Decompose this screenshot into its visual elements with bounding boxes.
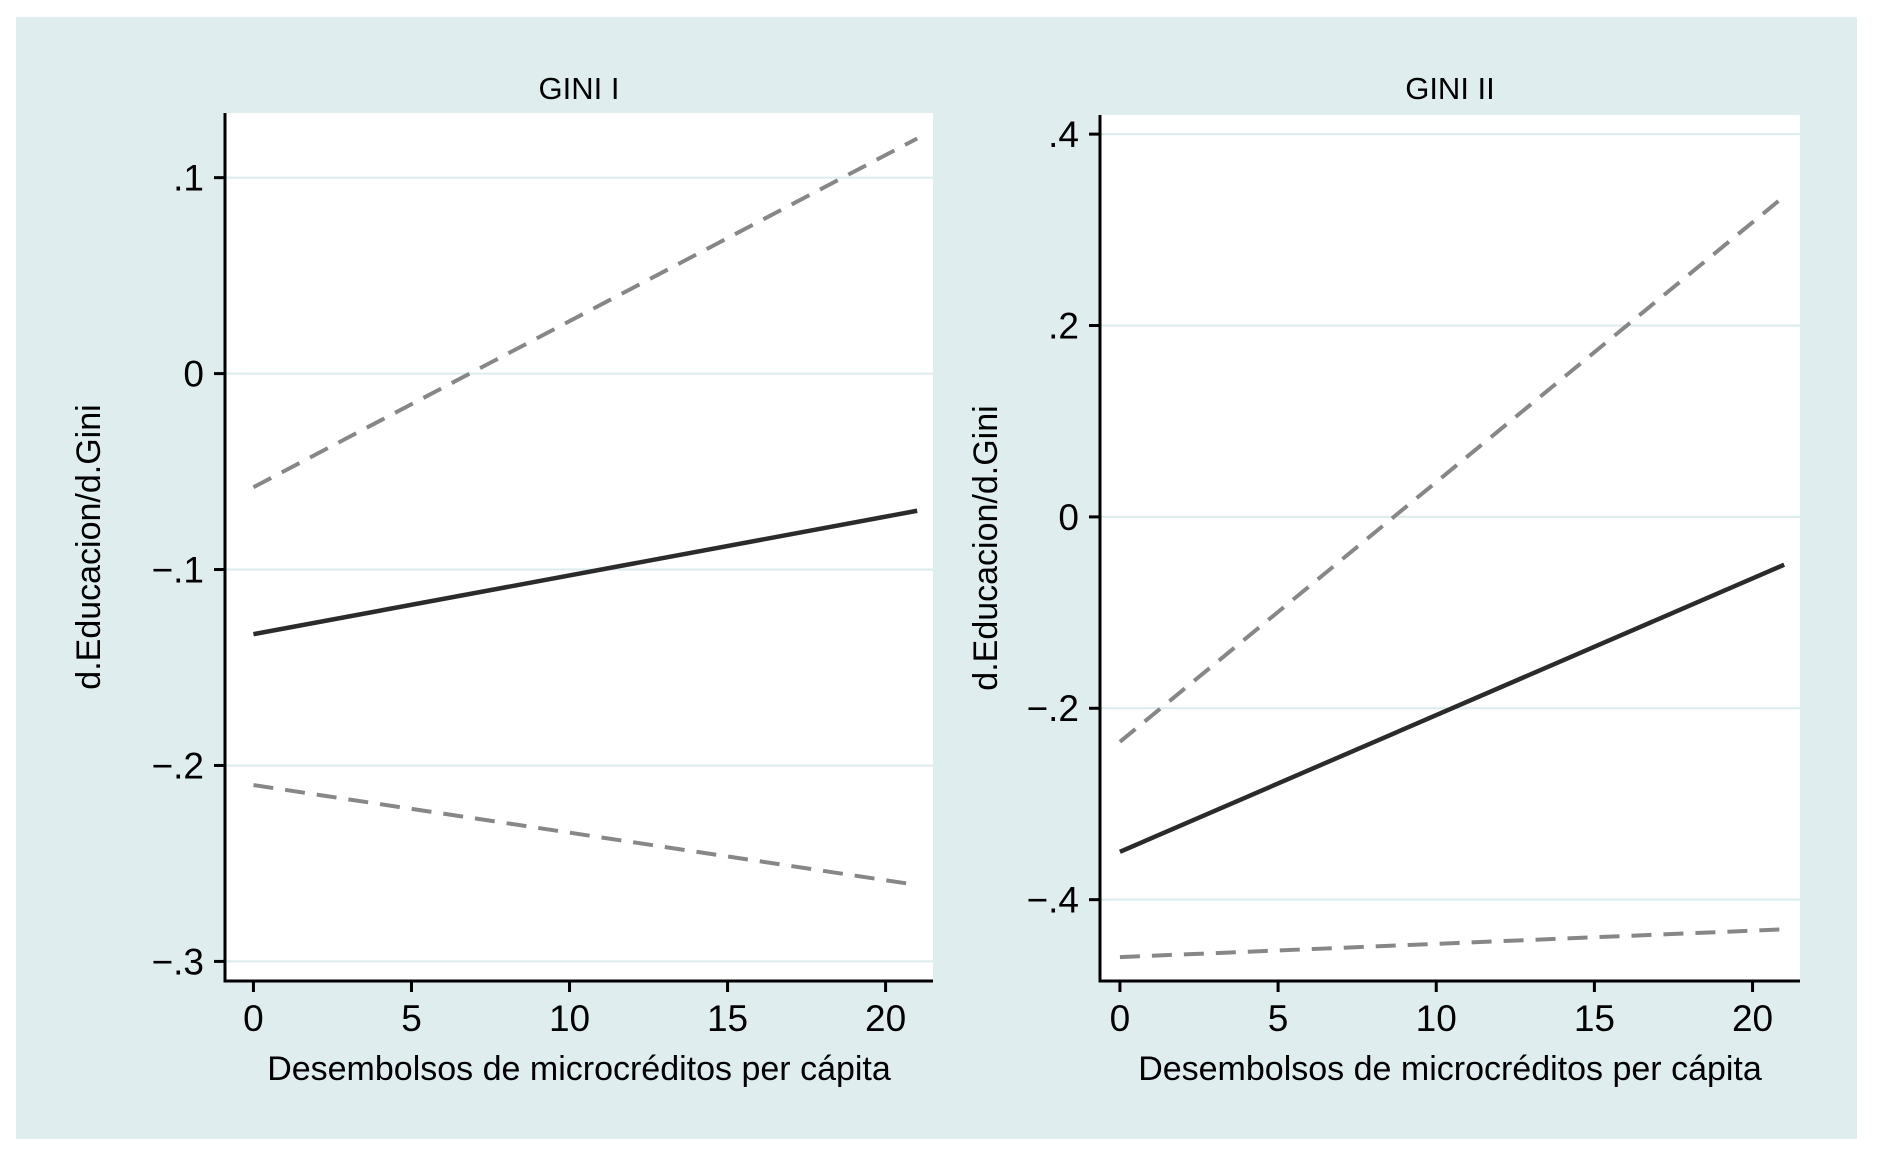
series-line-marginal-effect xyxy=(253,508,918,637)
y-tick-label: 0 xyxy=(1058,497,1079,538)
y-tick-label: .2 xyxy=(1048,305,1079,346)
x-tick-label: 20 xyxy=(865,998,906,1039)
plot-area xyxy=(225,113,933,981)
y-axis-title: d.Educacion/d.Gini xyxy=(70,404,108,689)
panel-title: GINI I xyxy=(539,71,620,106)
series-line-marginal-effect xyxy=(1119,562,1786,854)
x-tick-label: 10 xyxy=(1416,998,1457,1039)
x-tick-label: 10 xyxy=(549,998,590,1039)
x-tick-label: 0 xyxy=(243,998,264,1039)
x-tick-label: 5 xyxy=(1268,998,1289,1039)
y-tick-label: .1 xyxy=(173,158,204,199)
y-axis-title: d.Educacion/d.Gini xyxy=(967,405,1005,690)
x-tick-label: 15 xyxy=(707,998,748,1039)
panel-gini-ii: .4 .2 0 −.2 −.4 0 5 10 15 20 GINI II Desembolsos de… xyxy=(967,71,1800,1088)
plot-area xyxy=(1100,115,1800,981)
y-tick-label: .4 xyxy=(1048,114,1079,155)
y-tick-label: −.3 xyxy=(152,941,204,982)
series-line-ci-lower xyxy=(253,783,918,887)
series-line-ci-lower xyxy=(1119,927,1785,960)
y-tick-label: −.2 xyxy=(152,745,204,786)
y-tick-label: −.2 xyxy=(1027,688,1079,729)
y-tick-label: 0 xyxy=(183,354,204,395)
panel-gini-i: .1 0 −.1 −.2 −.3 0 5 10 15 20 GINI I Desembolsos de… xyxy=(70,71,933,1088)
y-tick-label: −.4 xyxy=(1027,880,1079,921)
x-tick-label: 0 xyxy=(1110,998,1131,1039)
x-axis-title: Desembolsos de microcréditos per cápita xyxy=(1138,1050,1762,1088)
x-tick-label: 15 xyxy=(1574,998,1615,1039)
x-tick-label: 20 xyxy=(1732,998,1773,1039)
panel-title: GINI II xyxy=(1405,71,1495,106)
series-line-ci-upper xyxy=(252,136,919,490)
x-tick-label: 5 xyxy=(401,998,422,1039)
x-axis-title: Desembolsos de microcréditos per cápita xyxy=(267,1050,891,1088)
series-line-ci-upper xyxy=(1118,194,1786,744)
y-tick-label: −.1 xyxy=(152,549,204,590)
panels-group: .1 0 −.1 −.2 −.3 0 5 10 15 20 GINI I Desembolsos de… xyxy=(70,71,1800,1088)
